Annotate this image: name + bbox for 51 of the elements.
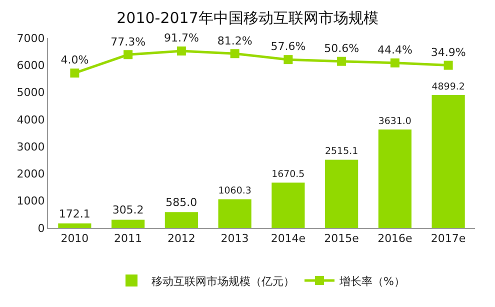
point — [337, 56, 346, 66]
x-tick-label: 2015e — [324, 232, 360, 246]
data-label: 305.2 — [112, 204, 144, 217]
y-tick-label: 7000 — [16, 32, 45, 45]
x-tick-label: 2010 — [60, 232, 89, 246]
point — [70, 68, 80, 78]
bar — [272, 182, 305, 228]
bar — [58, 223, 92, 228]
data-label: 4899.2 — [432, 81, 465, 92]
y-tick-label: 4000 — [16, 113, 45, 126]
bar — [378, 129, 412, 228]
y-tick-label: 2000 — [16, 168, 45, 181]
point — [284, 55, 293, 64]
x-tick-label: 2012 — [167, 232, 196, 246]
data-label: 1060.3 — [218, 186, 252, 197]
data-label: 172.1 — [58, 207, 90, 220]
data-label: 34.9% — [430, 46, 466, 59]
x-tick-label: 2014e — [270, 232, 306, 246]
bar — [112, 220, 145, 228]
x-tick-label: 2016e — [378, 232, 413, 246]
legend-label: 增长率（%） — [338, 274, 405, 288]
y-tick-label: 6000 — [16, 58, 45, 72]
x-tick-label: 2013 — [220, 232, 249, 246]
point — [176, 46, 186, 56]
bar — [432, 95, 465, 228]
data-label: 77.3% — [110, 35, 146, 48]
point — [444, 60, 453, 70]
data-label: 1670.5 — [272, 169, 305, 180]
data-label: 3631.0 — [378, 116, 412, 127]
data-label: 50.6% — [324, 42, 360, 55]
point — [230, 49, 240, 58]
y-tick-label: 3000 — [16, 140, 45, 154]
y-tick-label: 0 — [38, 222, 45, 235]
data-label: 57.6% — [270, 40, 306, 54]
legend-label: 移动互联网市场规模（亿元） — [152, 274, 294, 288]
data-label: 81.2% — [217, 34, 252, 48]
y-tick-label: 1000 — [16, 194, 45, 208]
y-tick-label: 5000 — [16, 86, 45, 100]
data-label: 4.0% — [60, 54, 89, 67]
point — [124, 50, 133, 60]
point — [390, 58, 400, 68]
data-label: 2515.1 — [325, 146, 358, 158]
data-label: 91.7% — [164, 32, 199, 45]
data-label: 585.0 — [166, 196, 198, 210]
chart-title: 2010-2017年中国移动互联网市场规模 — [116, 8, 378, 27]
data-label: 44.4% — [377, 44, 412, 57]
bar — [164, 212, 198, 228]
x-tick-label: 2017e — [430, 232, 466, 246]
bar — [325, 160, 358, 228]
x-tick-label: 2011 — [114, 232, 142, 246]
bar — [218, 199, 252, 228]
